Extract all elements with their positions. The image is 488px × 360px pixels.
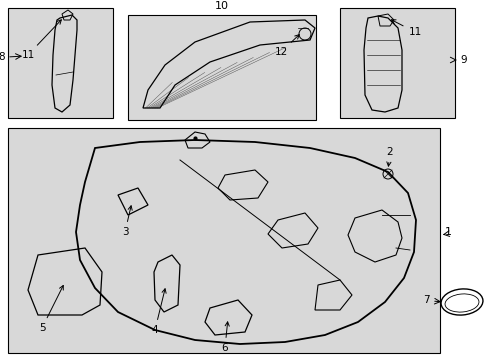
Text: 2: 2 bbox=[386, 147, 392, 166]
Bar bbox=[339, 8, 454, 118]
Text: 8: 8 bbox=[0, 52, 5, 62]
Text: 10: 10 bbox=[215, 1, 228, 11]
Text: 5: 5 bbox=[39, 285, 63, 333]
Text: 7: 7 bbox=[423, 295, 429, 305]
Text: 9: 9 bbox=[459, 55, 466, 65]
Bar bbox=[128, 15, 315, 120]
Text: 4: 4 bbox=[151, 289, 166, 335]
Text: 12: 12 bbox=[274, 35, 299, 57]
Text: 11: 11 bbox=[21, 20, 61, 60]
Bar bbox=[8, 128, 439, 353]
Text: 6: 6 bbox=[221, 322, 229, 353]
Bar bbox=[8, 8, 113, 118]
Text: 1: 1 bbox=[444, 227, 451, 237]
Text: 3: 3 bbox=[122, 206, 132, 237]
Text: 11: 11 bbox=[390, 20, 421, 37]
